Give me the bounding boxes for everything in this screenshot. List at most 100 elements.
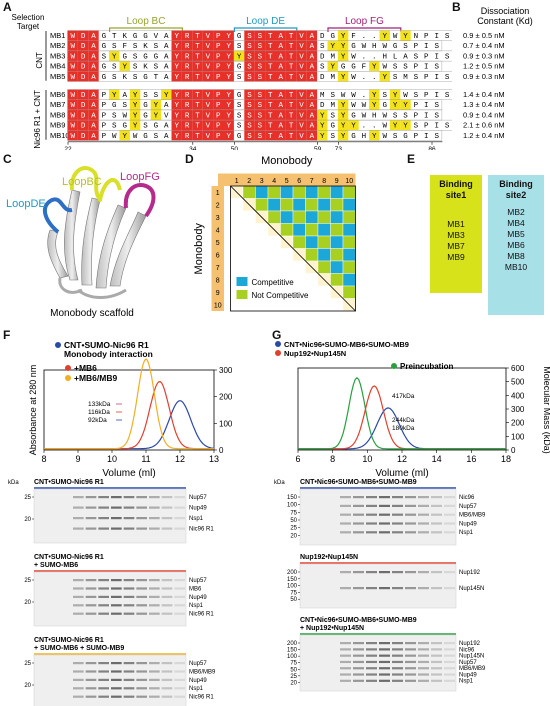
svg-text:S: S xyxy=(393,133,398,141)
f-gel-image xyxy=(33,571,187,627)
svg-text:.: . xyxy=(362,123,367,131)
svg-text:S: S xyxy=(414,92,419,100)
kd-value: 1.2 ± 0.4 nM xyxy=(463,131,505,140)
svg-text:G: G xyxy=(351,64,356,72)
svg-text:R: R xyxy=(185,123,190,131)
svg-text:P: P xyxy=(216,64,221,72)
g-gel-title-1: Nup192•Nup145N xyxy=(300,554,358,561)
svg-text:Y: Y xyxy=(112,53,117,61)
svg-text:S: S xyxy=(122,102,127,110)
svg-text:W: W xyxy=(382,112,387,120)
svg-text:T: T xyxy=(289,133,294,141)
matrix-cell xyxy=(330,260,344,274)
matrix-cell xyxy=(305,198,319,212)
svg-text:Y: Y xyxy=(226,102,231,110)
g-band-label: Nup49 xyxy=(459,521,477,527)
site2-item: MB5 xyxy=(507,229,525,239)
g-mw-tick: 200 xyxy=(287,641,298,647)
f-gel-title-1-line2: + SUMO-MB6 xyxy=(34,562,78,569)
site1-item: MB9 xyxy=(447,252,465,262)
svg-text:P: P xyxy=(102,112,107,120)
svg-text:S: S xyxy=(258,112,263,120)
loop-fg-label: LoopFG xyxy=(120,171,160,183)
matrix-cell xyxy=(330,273,344,287)
row-number: 5 xyxy=(216,240,220,247)
svg-text:T: T xyxy=(195,92,200,100)
svg-text:V: V xyxy=(206,112,211,120)
matrix-cell xyxy=(280,260,294,274)
svg-text:.: . xyxy=(372,74,377,82)
svg-text:S: S xyxy=(112,64,117,72)
f-band-label: Nsp1 xyxy=(189,516,204,522)
loop-de-trace xyxy=(42,197,73,234)
svg-text:W: W xyxy=(382,64,387,72)
svg-text:A: A xyxy=(91,123,96,131)
loop-fg-trace xyxy=(123,183,156,218)
svg-text:G: G xyxy=(143,133,148,141)
svg-text:P: P xyxy=(216,123,221,131)
svg-text:T: T xyxy=(289,33,294,41)
matrix-cell xyxy=(230,223,244,237)
g-mw-tick: 75 xyxy=(290,510,297,516)
row-number: 1 xyxy=(216,190,220,197)
x-tick-label: 10 xyxy=(107,454,117,464)
svg-text:T: T xyxy=(195,64,200,72)
g-band-label: Nic96 xyxy=(459,495,475,501)
svg-text:.: . xyxy=(372,33,377,41)
svg-text:A: A xyxy=(403,53,408,61)
col-number: 9 xyxy=(335,178,339,185)
svg-text:S: S xyxy=(258,123,263,131)
svg-text:S: S xyxy=(247,43,252,51)
svg-text:I: I xyxy=(424,64,429,72)
svg-text:G: G xyxy=(143,74,148,82)
svg-text:S: S xyxy=(434,133,439,141)
svg-text:W: W xyxy=(70,43,75,51)
row-label-mb6: MB6 xyxy=(50,90,65,99)
svg-text:R: R xyxy=(185,133,190,141)
matrix-cell xyxy=(317,285,331,299)
x-tick-label: 11 xyxy=(141,454,150,464)
matrix-ylabel: Monobody xyxy=(193,223,205,275)
f-band-label: Nup49 xyxy=(189,506,207,512)
row-label-mb2: MB2 xyxy=(50,41,65,50)
svg-text:Y: Y xyxy=(226,43,231,51)
svg-text:P: P xyxy=(216,74,221,82)
g-band-label: Nup192 xyxy=(459,570,481,576)
svg-text:G: G xyxy=(237,133,242,141)
svg-text:P: P xyxy=(216,102,221,110)
legend-dot-main xyxy=(55,342,61,348)
svg-text:S: S xyxy=(414,53,419,61)
matrix-cell xyxy=(255,223,269,237)
matrix-cell xyxy=(292,260,306,274)
svg-text:P: P xyxy=(216,133,221,141)
svg-text:S: S xyxy=(258,92,263,100)
g-mw-tick: 50 xyxy=(290,518,297,524)
svg-text:F: F xyxy=(351,33,356,41)
g-gel-image xyxy=(299,634,457,692)
matrix-cell xyxy=(292,185,306,199)
residue-tick: 50 xyxy=(231,146,239,150)
svg-text:S: S xyxy=(445,53,450,61)
svg-text:I: I xyxy=(434,123,439,131)
svg-text:P: P xyxy=(216,92,221,100)
y-tick-label-right: 500 xyxy=(511,378,525,387)
matrix-cell xyxy=(292,198,306,212)
svg-text:P: P xyxy=(424,123,429,131)
svg-text:S: S xyxy=(434,43,439,51)
svg-text:G: G xyxy=(237,33,242,41)
kd-title-line2: Constant (Kd) xyxy=(477,16,533,26)
svg-text:S: S xyxy=(403,112,408,120)
svg-text:A: A xyxy=(164,64,169,72)
matrix-cell xyxy=(280,210,294,224)
g-gel-title-2-line2: + Nup192•Nup145N xyxy=(300,625,364,632)
f-band-label: MB6 xyxy=(189,586,202,592)
svg-text:Y: Y xyxy=(226,123,231,131)
svg-text:S: S xyxy=(247,123,252,131)
svg-text:G: G xyxy=(351,133,356,141)
svg-text:D: D xyxy=(81,64,86,72)
matrix-cell xyxy=(230,235,244,249)
legend-dot-mb6 xyxy=(65,365,71,371)
